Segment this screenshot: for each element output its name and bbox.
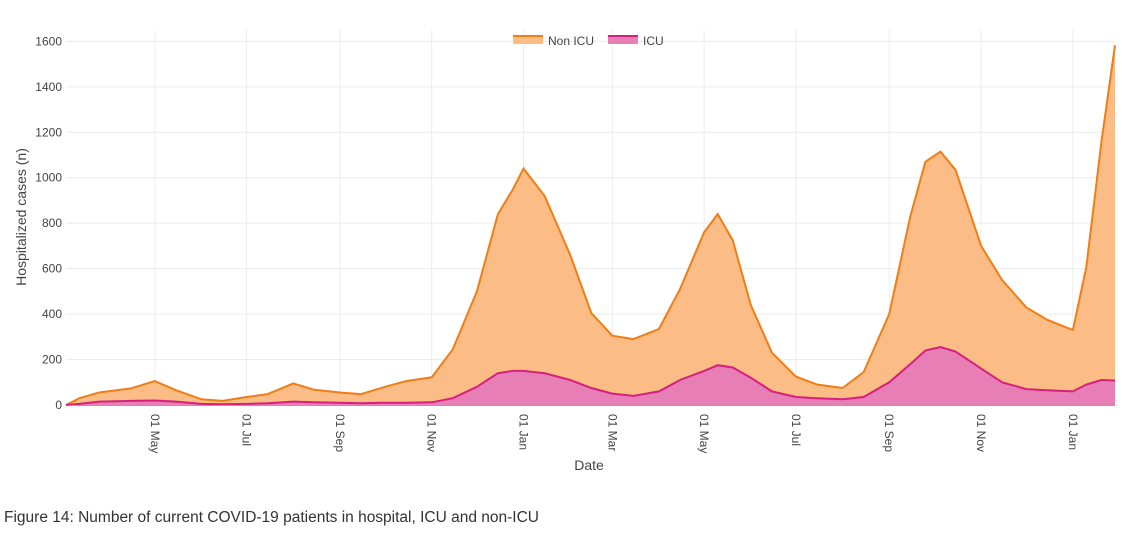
legend: Non ICU ICU xyxy=(513,34,664,48)
chart: 0 200 400 600 800 1000 1200 1400 1600 01 May 01 J… xyxy=(13,30,1116,473)
x-tick-label: 01 Mar xyxy=(605,414,619,451)
y-tick-label: 400 xyxy=(42,307,62,321)
legend-non-icu[interactable]: Non ICU xyxy=(513,34,594,48)
y-tick-label: 1400 xyxy=(35,80,62,94)
non-icu-area xyxy=(66,45,1115,405)
y-axis: 0 200 400 600 800 1000 1200 1400 1600 xyxy=(35,34,62,412)
x-tick-label: 01 May xyxy=(697,414,711,453)
y-tick-label: 800 xyxy=(42,216,62,230)
x-axis: 01 May 01 Jul 01 Sep 01 Nov 01 Jan 01 Mar 01 M… xyxy=(148,414,1080,453)
y-tick-label: 200 xyxy=(42,353,62,367)
x-tick-label: 01 Jan xyxy=(517,414,531,450)
non-icu-line xyxy=(65,45,1116,406)
y-tick-label: 600 xyxy=(42,262,62,276)
x-tick-label: 01 Jul xyxy=(240,414,254,446)
legend-non-icu-swatch xyxy=(513,36,543,44)
icu-line xyxy=(65,345,1116,406)
legend-icu-label: ICU xyxy=(643,34,664,48)
x-tick-label: 01 Jul xyxy=(789,414,803,446)
legend-icu-swatch xyxy=(608,36,638,44)
x-tick-label: 01 Nov xyxy=(425,414,439,452)
x-tick-label: 01 Nov xyxy=(974,414,988,452)
legend-icu[interactable]: ICU xyxy=(608,34,664,48)
y-tick-label: 1600 xyxy=(35,34,62,48)
plot-areas xyxy=(65,45,1116,406)
y-axis-title: Hospitalized cases (n) xyxy=(13,148,29,286)
x-tick-label: 01 May xyxy=(148,414,162,453)
x-axis-title: Date xyxy=(574,457,604,473)
x-tick-label: 01 Jan xyxy=(1066,414,1080,450)
y-tick-label: 1000 xyxy=(35,171,62,185)
x-tick-label: 01 Sep xyxy=(333,414,347,452)
x-tick-label: 01 Sep xyxy=(882,414,896,452)
y-tick-label: 0 xyxy=(55,398,62,412)
legend-non-icu-label: Non ICU xyxy=(548,34,594,48)
figure-caption: Figure 14: Number of current COVID-19 pa… xyxy=(4,509,539,526)
y-tick-label: 1200 xyxy=(35,125,62,139)
icu-area xyxy=(66,347,1115,405)
